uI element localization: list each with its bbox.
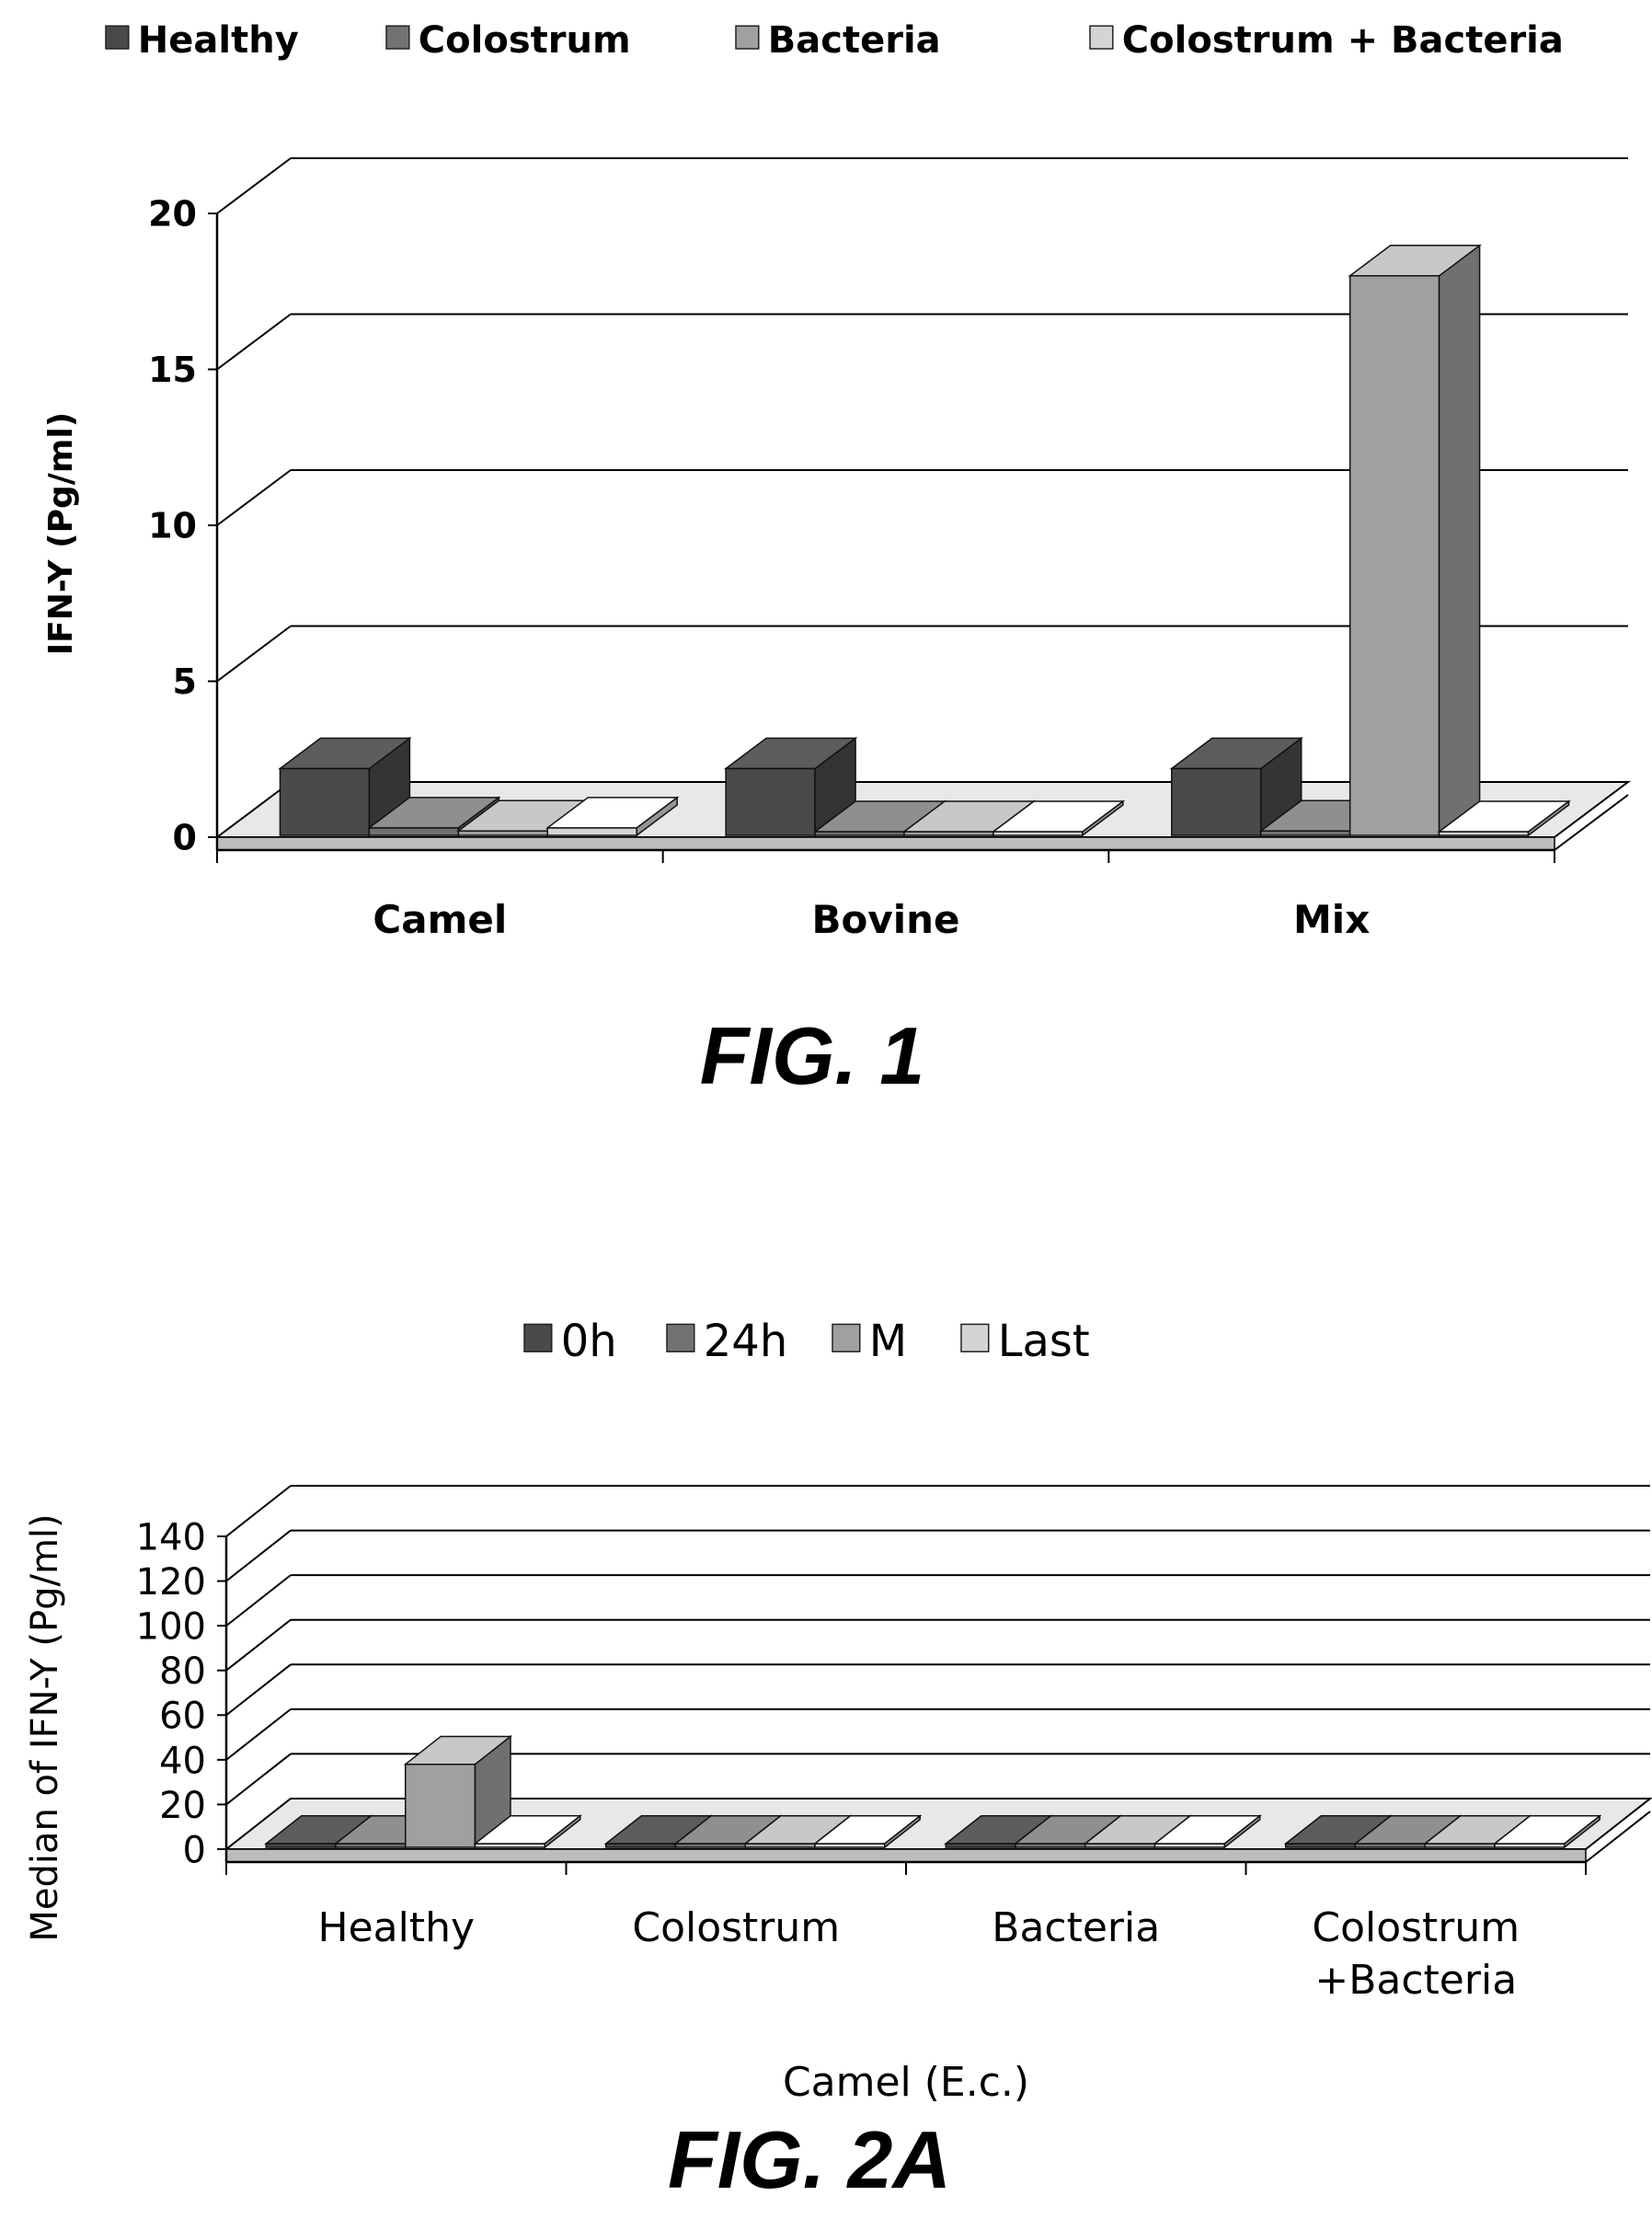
gridline-diagonal — [216, 469, 292, 526]
bar-healthy-m — [403, 1734, 513, 1849]
legend-label-healthy: Healthy — [138, 19, 299, 62]
y-tick-label: 20 — [148, 194, 197, 235]
figure-1-chart: Healthy Colostrum Bacteria Colostrum + Bact… — [42, 19, 1631, 1101]
gridline-diagonal — [225, 1485, 292, 1537]
bar-top — [473, 1815, 582, 1845]
y-tick-label: 0 — [173, 818, 197, 858]
bar-side — [1438, 244, 1481, 837]
bar-mix-healthy — [1169, 736, 1303, 837]
bar-mix-colostrum-bacteria — [1437, 799, 1571, 837]
gridline-diagonal — [216, 313, 292, 371]
figure-2a-gridlines — [225, 1485, 1650, 1806]
legend-swatch-colostrum — [385, 25, 410, 50]
legend-swatch-bacteria — [735, 25, 760, 50]
gridline-diagonal — [225, 1618, 292, 1672]
bar-top — [723, 737, 858, 770]
legend-swatch-m — [832, 1323, 861, 1352]
bar-top — [1153, 1815, 1262, 1845]
y-tick-label: 140 — [136, 1516, 206, 1558]
bar-colostrum-bacteria-last — [1492, 1814, 1602, 1849]
y-tick-label: 15 — [148, 350, 197, 390]
gridline-diagonal — [225, 1663, 292, 1717]
y-tick-label: 40 — [159, 1740, 206, 1782]
bar-top — [991, 800, 1126, 833]
figure-2a-legend: 0h 24h M Last — [523, 1316, 1090, 1367]
gridline-diagonal — [216, 625, 292, 683]
gridline-diagonal — [225, 1708, 292, 1761]
y-tick-label: 0 — [183, 1829, 206, 1871]
bar-top — [1492, 1815, 1602, 1845]
y-tick-label: 120 — [136, 1561, 206, 1604]
figure-2a-caption: FIG. 2A — [668, 2114, 951, 2205]
x-category-label-mix: Mix — [1293, 897, 1370, 942]
bar-mix-bacteria — [1348, 244, 1482, 837]
bar-front — [368, 827, 460, 836]
gridline-diagonal — [225, 1529, 292, 1582]
figure-2a-y-axis-label: Median of IFN-Y (Pg/ml) — [24, 1513, 66, 1941]
bar-front — [1348, 275, 1440, 836]
y-tick-label: 60 — [159, 1696, 206, 1738]
legend-swatch-last — [960, 1323, 990, 1352]
gridline-diagonal — [225, 1753, 292, 1806]
chart-floor-front — [225, 1848, 1587, 1863]
y-tick-label: 10 — [148, 506, 197, 546]
figure-1-axes: 0 5 10 15 20 Camel Bovine Mix — [148, 194, 1629, 942]
figure-2a-bars — [264, 1734, 1602, 1849]
legend-label-colostrum: Colostrum — [419, 19, 631, 62]
figure-1-bars — [278, 244, 1571, 837]
bar-bovine-colostrum-bacteria — [991, 799, 1126, 837]
legend-swatch-0h — [523, 1323, 553, 1352]
x-category-label-colostrum-bacteria: Colostrum +Bacteria — [1312, 1904, 1520, 2004]
bar-healthy-last — [473, 1814, 582, 1849]
x-category-label-bovine: Bovine — [811, 897, 959, 942]
bar-top — [367, 797, 501, 829]
bar-colostrum-last — [812, 1814, 923, 1849]
gridline-diagonal — [225, 1574, 292, 1627]
bar-front — [546, 827, 637, 836]
legend-swatch-colostrum-bacteria — [1089, 25, 1114, 50]
x-category-label-bacteria: Bacteria — [992, 1904, 1160, 1951]
x-axis-depth-line — [1585, 1811, 1651, 1863]
legend-swatch-healthy — [105, 25, 130, 50]
bar-top — [812, 1815, 923, 1845]
bar-front — [1171, 767, 1262, 836]
figure-1-y-axis-label: IFN-Y (Pg/ml) — [42, 412, 80, 655]
bar-front — [725, 767, 816, 836]
bar-top — [278, 737, 412, 770]
x-category-label-camel: Camel — [373, 897, 507, 942]
gridline-diagonal — [216, 157, 292, 214]
legend-label-24h: 24h — [704, 1316, 788, 1367]
y-tick-label: 80 — [159, 1650, 206, 1693]
figure-2a-x-axis-label: Camel (E.c.) — [783, 2059, 1029, 2106]
legend-swatch-24h — [666, 1323, 695, 1352]
chart-floor-front — [216, 836, 1555, 851]
bar-front — [405, 1763, 476, 1848]
y-tick-label: 100 — [136, 1606, 206, 1649]
bar-top — [403, 1735, 513, 1765]
x-axis-depth-line — [1554, 794, 1629, 851]
y-tick-label: 5 — [173, 661, 197, 702]
bar-top — [1169, 737, 1303, 770]
bar-front — [279, 767, 371, 836]
x-category-label-healthy: Healthy — [317, 1904, 475, 1951]
y-tick-label: 20 — [159, 1785, 206, 1827]
figure-1-caption: FIG. 1 — [700, 1010, 925, 1101]
figure-1-legend: Healthy Colostrum Bacteria Colostrum + Bact… — [105, 19, 1564, 62]
legend-label-m: M — [869, 1316, 907, 1367]
legend-label-last: Last — [998, 1316, 1090, 1367]
legend-label-0h: 0h — [561, 1316, 617, 1367]
legend-label-colostrum-bacteria: Colostrum + Bacteria — [1122, 19, 1564, 62]
bar-top — [1348, 245, 1482, 277]
bar-top — [545, 797, 680, 829]
legend-label-bacteria: Bacteria — [768, 19, 941, 62]
bar-bacteria-last — [1153, 1814, 1262, 1849]
bar-camel-colostrum-bacteria — [545, 796, 680, 837]
bar-top — [1437, 800, 1571, 833]
x-category-label-colostrum: Colostrum — [632, 1904, 840, 1951]
